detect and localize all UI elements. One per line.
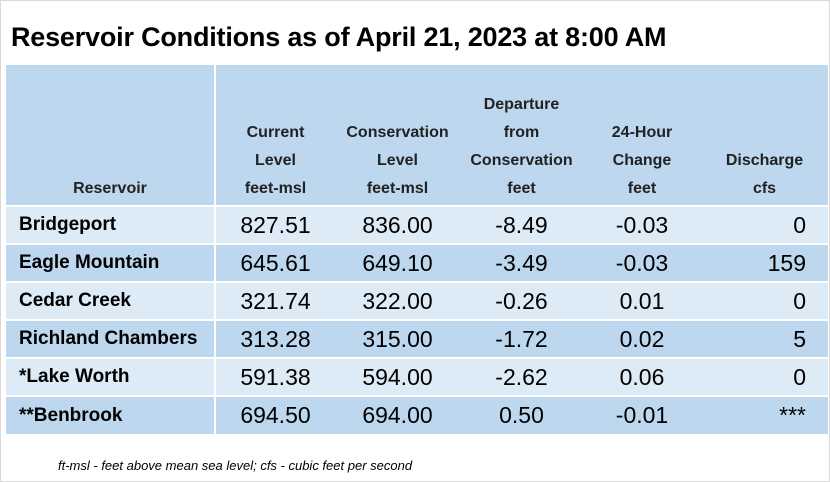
reservoir-name: Cedar Creek — [6, 281, 216, 320]
current-level-cell: 827.51 — [215, 205, 335, 244]
current-level-cell: 694.50 — [215, 395, 335, 434]
header-conservation-level: Conservation Level feet-msl — [335, 65, 460, 206]
discharge-cell: 0 — [701, 281, 828, 320]
change-cell: 0.02 — [583, 319, 701, 358]
reservoir-name: **Benbrook — [6, 395, 216, 434]
discharge-cell: 5 — [701, 319, 828, 358]
current-level-cell: 321.74 — [215, 281, 335, 320]
conservation-level-cell: 594.00 — [335, 357, 460, 396]
conservation-level-cell: 649.10 — [335, 243, 460, 282]
departure-cell: -0.26 — [460, 281, 583, 320]
discharge-cell: 0 — [701, 205, 828, 244]
header-row: Reservoir Current Level feet-msl Conserv… — [6, 65, 828, 206]
departure-cell: 0.50 — [460, 395, 583, 434]
reservoir-name: *Lake Worth — [6, 357, 216, 396]
change-cell: -0.03 — [583, 243, 701, 282]
reservoir-name: Richland Chambers — [6, 319, 216, 358]
current-level-cell: 591.38 — [215, 357, 335, 396]
table-row: *Lake Worth 591.38 594.00 -2.62 0.06 0 — [6, 357, 828, 396]
current-level-cell: 645.61 — [215, 243, 335, 282]
header-24-hour-change: 24-Hour Change feet — [583, 65, 701, 206]
discharge-cell: 0 — [701, 357, 828, 396]
reservoir-name: Eagle Mountain — [6, 243, 216, 282]
departure-cell: -1.72 — [460, 319, 583, 358]
reservoir-table: Reservoir Current Level feet-msl Conserv… — [6, 65, 828, 434]
current-level-cell: 313.28 — [215, 319, 335, 358]
header-departure: Departure from Conservation feet — [460, 65, 583, 206]
conservation-level-cell: 315.00 — [335, 319, 460, 358]
change-cell: 0.06 — [583, 357, 701, 396]
departure-cell: -3.49 — [460, 243, 583, 282]
conservation-level-cell: 322.00 — [335, 281, 460, 320]
reservoir-name: Bridgeport — [6, 205, 216, 244]
page-title: Reservoir Conditions as of April 21, 202… — [11, 22, 667, 52]
footnote: ft-msl - feet above mean sea level; cfs … — [58, 458, 413, 473]
change-cell: -0.01 — [583, 395, 701, 434]
table-row: **Benbrook 694.50 694.00 0.50 -0.01 *** — [6, 395, 828, 434]
discharge-cell: *** — [701, 395, 828, 434]
change-cell: 0.01 — [583, 281, 701, 320]
table-row: Eagle Mountain 645.61 649.10 -3.49 -0.03… — [6, 243, 828, 282]
conservation-level-cell: 836.00 — [335, 205, 460, 244]
discharge-cell: 159 — [701, 243, 828, 282]
header-discharge: Discharge cfs — [701, 65, 828, 206]
table-row: Bridgeport 827.51 836.00 -8.49 -0.03 0 — [6, 205, 828, 244]
header-current-level: Current Level feet-msl — [215, 65, 335, 206]
conservation-level-cell: 694.00 — [335, 395, 460, 434]
change-cell: -0.03 — [583, 205, 701, 244]
departure-cell: -8.49 — [460, 205, 583, 244]
table-row: Cedar Creek 321.74 322.00 -0.26 0.01 0 — [6, 281, 828, 320]
table-row: Richland Chambers 313.28 315.00 -1.72 0.… — [6, 319, 828, 358]
departure-cell: -2.62 — [460, 357, 583, 396]
header-reservoir: Reservoir — [6, 65, 216, 206]
